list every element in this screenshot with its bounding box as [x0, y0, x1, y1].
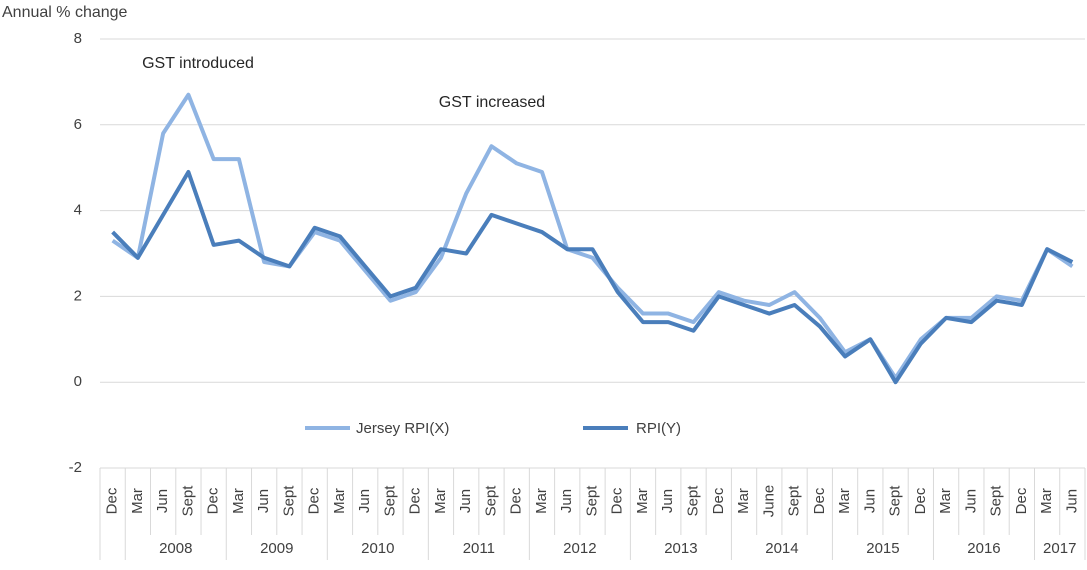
x-tick-label: Mar	[836, 488, 853, 514]
x-tick-label: Mar	[937, 488, 954, 514]
year-label: 2013	[664, 540, 697, 557]
x-tick-label: Sept	[381, 485, 398, 517]
y-tick-label: 4	[74, 202, 82, 219]
x-tick-label: Mar	[735, 488, 752, 514]
x-tick-label: Jun	[659, 489, 676, 513]
x-tick-label: Jun	[154, 489, 171, 513]
y-tick-label: 2	[74, 287, 82, 304]
x-tick-label: Jun	[861, 489, 878, 513]
year-label: 2017	[1043, 540, 1076, 557]
x-tick-label: Mar	[634, 488, 651, 514]
year-label: 2014	[765, 540, 798, 557]
year-label: 2010	[361, 540, 394, 557]
y-tick-label: -2	[69, 459, 82, 476]
x-tick-label: Dec	[1013, 487, 1030, 514]
year-label: 2008	[159, 540, 192, 557]
x-tick-label: Dec	[811, 487, 828, 514]
year-label: 2015	[866, 540, 899, 557]
x-tick-label: Dec	[205, 487, 222, 514]
x-tick-label: Mar	[533, 488, 550, 514]
x-tick-label: Dec	[912, 487, 929, 514]
x-tick-label: Mar	[331, 488, 348, 514]
series-line	[111, 92, 1074, 380]
x-tick-label: Mar	[129, 488, 146, 514]
annotation: GST introduced	[142, 55, 254, 72]
x-tick-label: Jun	[962, 489, 979, 513]
x-tick-label: June	[760, 485, 777, 518]
x-tick-label: Mar	[1038, 488, 1055, 514]
legend-label: RPI(Y)	[636, 420, 681, 437]
x-tick-label: Sept	[482, 485, 499, 517]
series-line	[111, 169, 1074, 385]
x-tick-label: Sept	[583, 485, 600, 517]
year-label: 2012	[563, 540, 596, 557]
x-tick-label: Jun	[1063, 489, 1080, 513]
legend-label: Jersey RPI(X)	[356, 420, 449, 437]
y-tick-label: 8	[74, 30, 82, 47]
x-tick-label: Dec	[306, 487, 323, 514]
year-label: 2011	[463, 540, 495, 557]
y-tick-label: 6	[74, 116, 82, 133]
x-tick-label: Sept	[988, 485, 1005, 517]
x-tick-label: Sept	[280, 485, 297, 517]
x-tick-label: Jun	[356, 489, 373, 513]
x-tick-label: Sept	[179, 485, 196, 517]
x-tick-label: Mar	[230, 488, 247, 514]
x-tick-label: Dec	[407, 487, 424, 514]
x-tick-label: Jun	[255, 489, 272, 513]
annotation: GST increased	[439, 94, 545, 111]
x-tick-label: Sept	[786, 485, 803, 517]
x-tick-label: Dec	[508, 487, 525, 514]
x-tick-label: Dec	[609, 487, 626, 514]
year-label: 2009	[260, 540, 293, 557]
x-tick-label: Jun	[558, 489, 575, 513]
y-tick-label: 0	[74, 373, 82, 390]
x-tick-label: Jun	[457, 489, 474, 513]
x-tick-label: Sept	[887, 485, 904, 517]
x-tick-label: Sept	[684, 485, 701, 517]
x-tick-label: Dec	[104, 487, 121, 514]
y-axis-label: Annual % change	[2, 4, 128, 21]
x-tick-label: Dec	[710, 487, 727, 514]
year-label: 2016	[967, 540, 1000, 557]
x-tick-label: Mar	[432, 488, 449, 514]
